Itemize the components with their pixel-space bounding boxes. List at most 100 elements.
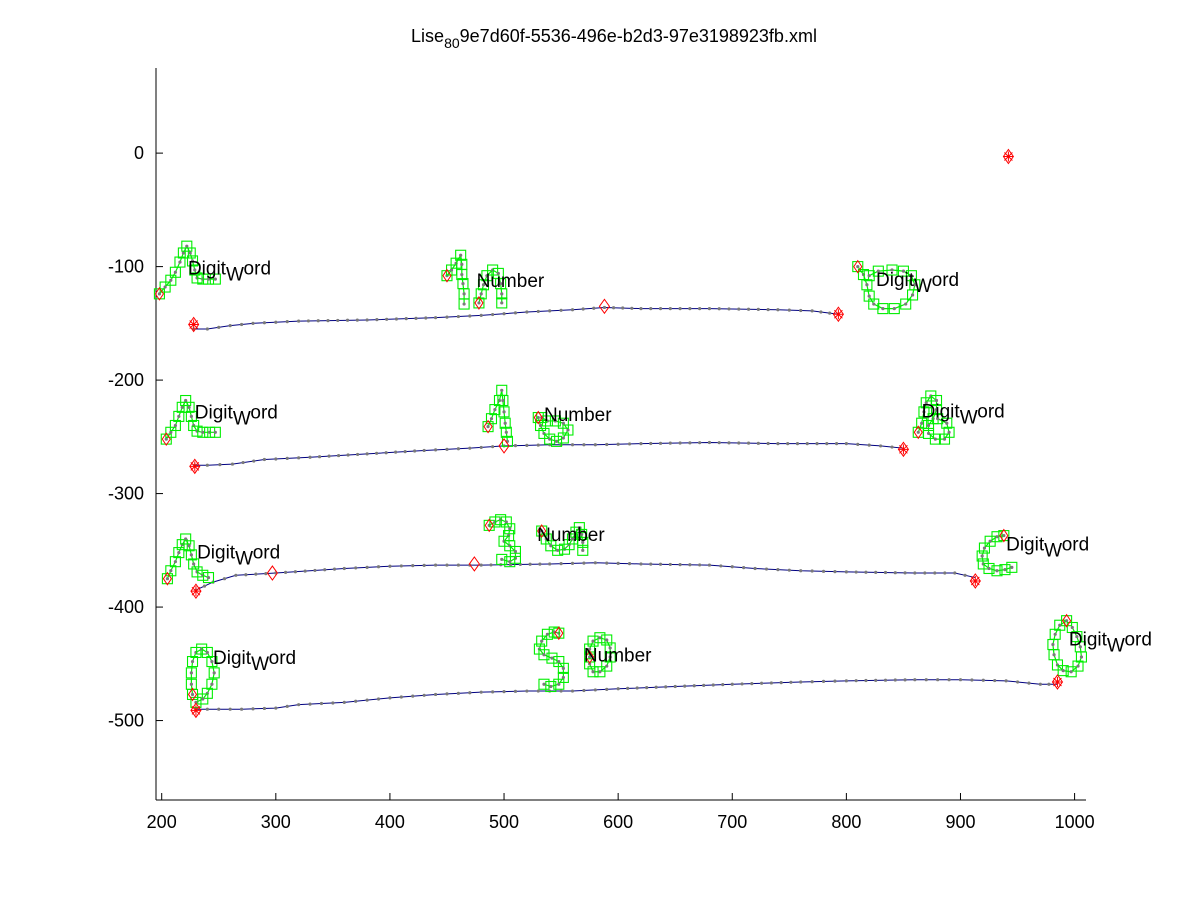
x-tick-label: 500 [489,812,519,832]
baseline-point [241,460,245,465]
baseline-point [658,562,663,566]
baseline-point [354,566,358,570]
baseline-point [953,571,957,575]
baseline-point [570,689,575,693]
baseline-point [445,447,449,451]
axes: 200 300 400 500 600 700 800 900 1000 0 -100 -200 -30… [108,68,1095,832]
stroke-point [1076,664,1080,668]
stroke-point [449,268,454,272]
baseline-point [750,681,754,686]
baseline-point [730,565,734,569]
diamond-marker [468,556,480,572]
baseline-point [346,453,350,457]
baseline-point [658,306,663,311]
baseline-point [274,320,278,324]
baseline-point [740,682,744,686]
stroke-box [548,626,560,638]
stroke-point [205,650,209,655]
baseline-point [404,317,408,321]
baseline-point [433,448,438,452]
baseline-point [1015,680,1020,684]
baseline-point [424,316,428,320]
annotation-label: DigitWord [1006,534,1089,561]
baseline-point [799,569,803,573]
stroke-point [890,268,894,272]
x-tick-label: 1000 [1055,812,1095,832]
stroke-box [456,268,468,281]
annotation-label: Number [544,405,612,426]
y-tick-label: -200 [108,370,144,390]
baseline-point [365,565,369,569]
baseline-point [385,317,389,321]
stroke-box [180,394,192,407]
stroke-point [210,682,214,686]
stroke-point [544,537,548,541]
baseline-point [491,312,495,317]
baseline-point [581,307,585,311]
stroke-point [190,692,195,697]
stroke-point [460,272,464,277]
stroke-box [557,417,569,429]
annotation-label: DigitWord [876,270,959,297]
baseline-point [433,316,438,320]
baseline-point [844,679,848,683]
stroke-point [581,540,585,544]
stroke-point [513,549,518,554]
annotation-label: Number [537,525,605,546]
stroke-point [577,526,581,530]
stroke-box [978,542,990,554]
stroke-point [548,437,552,441]
stroke-start-diamond [442,268,452,283]
stroke-point [588,655,592,659]
baseline-point [262,706,267,711]
stroke-box [604,651,616,663]
baseline-point [513,444,518,448]
baseline-point [433,563,438,567]
stroke-point [561,675,565,680]
stroke-point [545,632,549,636]
baseline-point [913,678,917,682]
baseline-point [254,572,258,576]
baseline-point [913,571,917,575]
stroke-point [542,682,546,686]
baseline-point [297,319,301,323]
stroke-box [202,572,215,584]
stroke-point [479,292,483,296]
stroke-point [556,548,560,552]
diamond-marker [598,298,611,315]
chart-title-subscript: 80 [444,35,460,51]
baseline-point [399,695,403,699]
baseline-point [605,561,609,565]
stroke-point [213,430,217,434]
baseline-point [867,443,871,447]
stroke-point [189,671,193,675]
stroke-box [909,279,921,291]
baseline-point [308,455,312,459]
stroke-point [608,646,612,650]
stroke-point [881,306,885,311]
diamond-marker [189,458,201,475]
baseline-point [1027,681,1031,685]
baseline-point [456,691,460,695]
stroke-box [489,516,501,528]
annotation-label: DigitWord [195,403,278,430]
stroke-point [177,550,181,555]
stroke-start-diamond [533,410,543,425]
baseline-point [570,443,575,447]
baseline-point [654,685,658,689]
stroke-point [187,405,191,409]
stroke-box [984,535,996,547]
stroke-point [500,388,504,392]
stroke-box [536,635,548,647]
stroke-box [191,566,203,578]
baseline-point [698,441,702,445]
stroke-point [477,301,481,305]
stroke-point [157,292,162,296]
baseline-point [947,678,951,682]
stroke-box [594,632,606,644]
baseline-point [707,440,712,445]
baseline-point [668,562,672,567]
baseline-point [205,707,209,711]
baseline-point [375,318,379,322]
stroke-box [538,649,550,661]
